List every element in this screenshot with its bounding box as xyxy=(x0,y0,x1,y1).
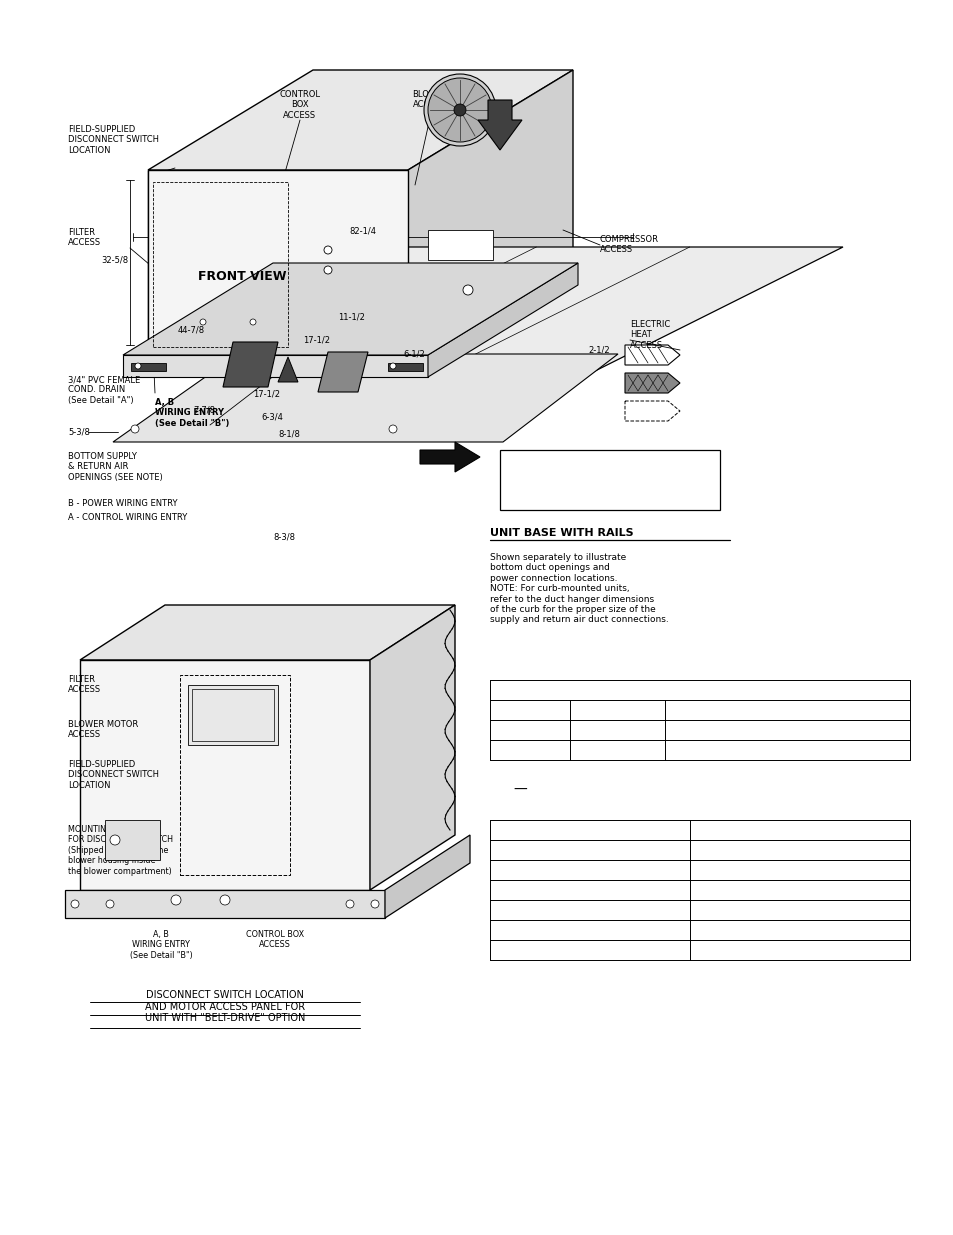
Circle shape xyxy=(131,425,139,433)
Polygon shape xyxy=(123,247,842,377)
Text: Shown separately to illustrate
bottom duct openings and
power connection locatio: Shown separately to illustrate bottom du… xyxy=(490,553,668,625)
Text: 5-3/8: 5-3/8 xyxy=(68,427,90,436)
Polygon shape xyxy=(477,100,521,149)
Circle shape xyxy=(324,266,332,274)
Circle shape xyxy=(346,900,354,908)
Polygon shape xyxy=(148,170,408,354)
Circle shape xyxy=(423,74,496,146)
Text: CONTROL
BOX
ACCESS: CONTROL BOX ACCESS xyxy=(279,90,320,120)
Circle shape xyxy=(454,104,465,116)
Circle shape xyxy=(428,78,492,142)
Text: FIELD-SUPPLIED
DISCONNECT SWITCH
LOCATION: FIELD-SUPPLIED DISCONNECT SWITCH LOCATIO… xyxy=(68,125,159,154)
Text: 8-3/8: 8-3/8 xyxy=(273,532,294,541)
Circle shape xyxy=(200,319,206,325)
Polygon shape xyxy=(223,342,277,387)
Text: UNIT BASE WITH RAILS: UNIT BASE WITH RAILS xyxy=(490,529,633,538)
Text: 11-1/2: 11-1/2 xyxy=(337,312,364,321)
Circle shape xyxy=(71,900,79,908)
Circle shape xyxy=(462,285,473,295)
Text: FILTER
ACCESS: FILTER ACCESS xyxy=(68,228,101,247)
Polygon shape xyxy=(80,605,455,659)
Text: 44-7/8: 44-7/8 xyxy=(178,325,205,333)
Polygon shape xyxy=(624,373,679,393)
Bar xyxy=(499,450,720,510)
Polygon shape xyxy=(370,605,455,890)
Polygon shape xyxy=(428,263,578,377)
Text: —: — xyxy=(513,783,526,797)
Text: 8-1/8: 8-1/8 xyxy=(277,429,299,438)
Text: A, B
WIRING ENTRY
(See Detail "B"): A, B WIRING ENTRY (See Detail "B") xyxy=(130,930,193,960)
Bar xyxy=(428,230,493,261)
Bar xyxy=(131,363,166,370)
Polygon shape xyxy=(317,352,368,391)
Polygon shape xyxy=(112,354,618,442)
Polygon shape xyxy=(148,170,408,354)
Bar xyxy=(388,363,422,370)
Text: 2-1/2: 2-1/2 xyxy=(587,345,609,354)
Polygon shape xyxy=(408,70,573,354)
Circle shape xyxy=(250,319,255,325)
Text: 6-1/2: 6-1/2 xyxy=(402,350,424,358)
Text: FIELD-SUPPLIED
DISCONNECT SWITCH
LOCATION: FIELD-SUPPLIED DISCONNECT SWITCH LOCATIO… xyxy=(68,760,159,790)
Bar xyxy=(123,354,428,377)
Circle shape xyxy=(390,363,395,369)
Text: DISCONNECT SWITCH LOCATION
AND MOTOR ACCESS PANEL FOR
UNIT WITH "BELT-DRIVE" OPT: DISCONNECT SWITCH LOCATION AND MOTOR ACC… xyxy=(145,990,305,1024)
Circle shape xyxy=(371,900,378,908)
Circle shape xyxy=(389,425,396,433)
Polygon shape xyxy=(385,835,470,918)
Polygon shape xyxy=(123,263,578,354)
Circle shape xyxy=(220,895,230,905)
Circle shape xyxy=(135,363,141,369)
Text: A, B
WIRING ENTRY
(See Detail "B"): A, B WIRING ENTRY (See Detail "B") xyxy=(154,398,229,427)
Text: ELECTRIC
HEAT
ACCESS: ELECTRIC HEAT ACCESS xyxy=(629,320,670,350)
Polygon shape xyxy=(80,659,370,890)
Text: 3/4" PVC FEMALE
COND. DRAIN
(See Detail "A"): 3/4" PVC FEMALE COND. DRAIN (See Detail … xyxy=(68,375,140,405)
Polygon shape xyxy=(148,70,573,170)
Polygon shape xyxy=(277,357,297,382)
Text: 6-3/4: 6-3/4 xyxy=(261,412,283,421)
Text: A - CONTROL WIRING ENTRY: A - CONTROL WIRING ENTRY xyxy=(68,513,187,522)
Text: 32-5/8: 32-5/8 xyxy=(101,256,128,264)
Text: BOTTOM SUPPLY
& RETURN AIR
OPENINGS (SEE NOTE): BOTTOM SUPPLY & RETURN AIR OPENINGS (SEE… xyxy=(68,452,163,482)
Text: MOUNTING BRACKET
FOR DISCONNECT SWITCH
(Shipped attached to the
blower housing i: MOUNTING BRACKET FOR DISCONNECT SWITCH (… xyxy=(68,825,172,876)
Polygon shape xyxy=(624,401,679,421)
Bar xyxy=(192,689,274,741)
Polygon shape xyxy=(419,442,479,472)
Text: YORK: YORK xyxy=(447,238,473,247)
Circle shape xyxy=(110,835,120,845)
Text: 17-1/2: 17-1/2 xyxy=(253,389,280,398)
Polygon shape xyxy=(624,345,679,366)
Circle shape xyxy=(106,900,113,908)
Text: 17-1/2: 17-1/2 xyxy=(303,335,330,345)
Text: B - POWER WIRING ENTRY: B - POWER WIRING ENTRY xyxy=(68,499,177,508)
Circle shape xyxy=(324,246,332,254)
Bar xyxy=(180,676,290,876)
Text: COMPRESSOR
ACCESS: COMPRESSOR ACCESS xyxy=(599,235,659,254)
Bar xyxy=(152,182,288,347)
Circle shape xyxy=(171,895,181,905)
Text: 82-1/4: 82-1/4 xyxy=(349,226,376,235)
Bar xyxy=(105,820,160,860)
Text: 7-7/8: 7-7/8 xyxy=(193,405,214,414)
Text: CONTROL BOX
ACCESS: CONTROL BOX ACCESS xyxy=(246,930,304,950)
Text: BLOWER
ACCESS: BLOWER ACCESS xyxy=(412,90,448,110)
Bar xyxy=(188,685,277,745)
Bar xyxy=(65,890,385,918)
Text: FILTER
ACCESS: FILTER ACCESS xyxy=(68,676,101,694)
Text: FRONT VIEW: FRONT VIEW xyxy=(198,270,286,283)
Text: BLOWER MOTOR
ACCESS: BLOWER MOTOR ACCESS xyxy=(68,720,138,740)
